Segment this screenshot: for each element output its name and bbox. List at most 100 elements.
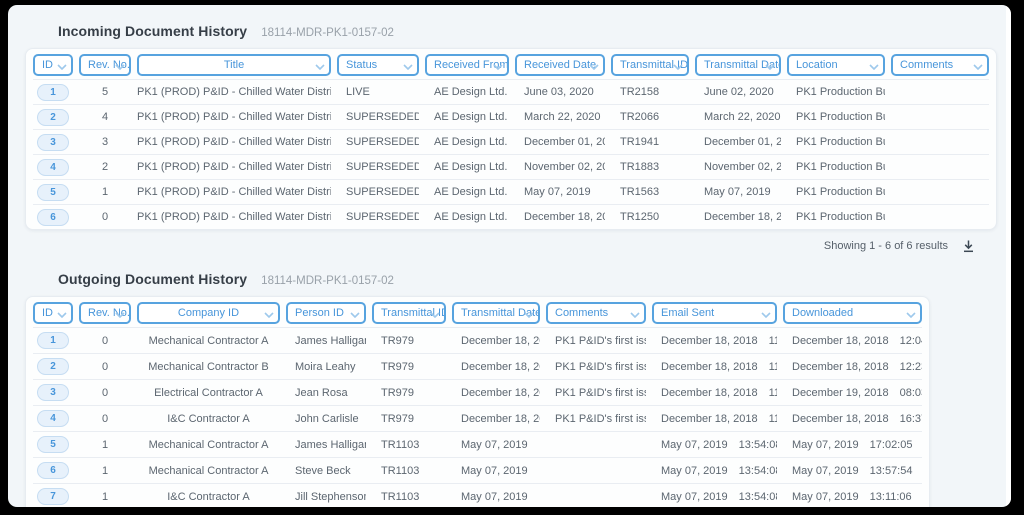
rev-cell: 4	[101, 111, 109, 123]
row-id-badge[interactable]: 3	[37, 133, 69, 151]
chevron-down-icon	[430, 312, 440, 319]
table-row: 5 1 Mechanical Contractor A James Hallig…	[33, 431, 922, 457]
table-row: 6 0 PK1 (PROD) P&ID - Chilled Water Dist…	[33, 204, 989, 229]
row-id-badge[interactable]: 2	[37, 358, 69, 375]
transmittal-date-cell: May 07, 2019	[704, 186, 771, 198]
download-icon[interactable]	[960, 237, 977, 255]
column-filter-downloaded[interactable]: Downloaded	[783, 302, 922, 324]
transmittal-id-cell: TR1883	[620, 161, 660, 173]
column-filter-received-from[interactable]: Received From	[425, 54, 509, 76]
status-cell: SUPERSEDED	[346, 111, 419, 123]
id-cell: 4	[33, 410, 73, 427]
rev-cell: 0	[101, 334, 109, 347]
column-filter-id[interactable]: ID	[33, 302, 73, 324]
person-id-cell: Jean Rosa	[295, 386, 348, 399]
downloaded-cell: May 07, 2019 17:02:05	[792, 438, 913, 451]
comments-cell: PK1 P&ID's first issue	[555, 334, 646, 347]
row-id-badge[interactable]: 7	[37, 488, 69, 505]
row-id-badge[interactable]: 1	[37, 83, 69, 101]
rev-cell: 5	[101, 86, 109, 98]
row-id-badge[interactable]: 4	[37, 158, 69, 176]
table-row: 4 2 PK1 (PROD) P&ID - Chilled Water Dist…	[33, 154, 989, 179]
column-filter-company-id[interactable]: Company ID	[137, 302, 280, 324]
chevron-down-icon	[589, 64, 599, 71]
column-filter-transmittal-date[interactable]: Transmittal Date	[695, 54, 781, 76]
table-row: 1 0 Mechanical Contractor A James Hallig…	[33, 327, 922, 353]
column-filter-id[interactable]: ID	[33, 54, 73, 76]
row-id-badge[interactable]: 6	[37, 208, 69, 226]
column-filter-transmittal-id[interactable]: Transmittal ID	[372, 302, 446, 324]
id-cell: 3	[33, 133, 73, 151]
row-id-badge[interactable]: 3	[37, 384, 69, 401]
row-id-badge[interactable]: 4	[37, 410, 69, 427]
column-filter-title[interactable]: Title	[137, 54, 331, 76]
column-filter-person-id[interactable]: Person ID	[286, 302, 366, 324]
row-id-badge[interactable]: 5	[37, 183, 69, 201]
title-cell: PK1 (PROD) P&ID - Chilled Water Distribu…	[137, 111, 331, 123]
incoming-rows: 1 5 PK1 (PROD) P&ID - Chilled Water Dist…	[33, 79, 989, 229]
row-id-badge[interactable]: 6	[37, 462, 69, 479]
transmittal-date-cell: December 18, 2018	[704, 211, 781, 223]
downloaded-cell: May 07, 2019 13:57:54	[792, 464, 913, 477]
chevron-down-icon	[761, 312, 771, 319]
column-filter-status[interactable]: Status	[337, 54, 419, 76]
column-filter-rev-no[interactable]: Rev. No.	[79, 302, 131, 324]
transmittal-id-cell: TR979	[381, 360, 415, 373]
transmittal-date-cell: March 22, 2020	[704, 111, 781, 123]
scrollbar-track[interactable]	[1006, 5, 1011, 507]
chevron-down-icon	[765, 64, 775, 71]
column-filter-email-sent[interactable]: Email Sent	[652, 302, 777, 324]
person-id-cell: James Halligan	[295, 438, 366, 451]
person-id-cell: John Carlisle	[295, 412, 359, 425]
table-row: 2 0 Mechanical Contractor B Moira Leahy …	[33, 353, 922, 379]
table-row: 1 5 PK1 (PROD) P&ID - Chilled Water Dist…	[33, 79, 989, 104]
column-filter-comments[interactable]: Comments	[546, 302, 646, 324]
page-title-incoming: Incoming Document History	[58, 23, 248, 39]
person-id-cell: James Halligan	[295, 334, 366, 347]
chevron-down-icon	[115, 312, 125, 319]
transmittal-id-cell: TR1103	[381, 490, 420, 503]
table-row: 3 0 Electrical Contractor A Jean Rosa TR…	[33, 379, 922, 405]
location-cell: PK1 Production Building	[796, 111, 885, 123]
chevron-down-icon	[973, 64, 983, 71]
incoming-document-number: 18114-MDR-PK1-0157-02	[261, 27, 394, 39]
column-filter-rev-no[interactable]: Rev. No.	[79, 54, 131, 76]
id-cell: 2	[33, 358, 73, 375]
transmittal-date-cell: June 02, 2020	[704, 86, 774, 98]
column-filter-location[interactable]: Location	[787, 54, 885, 76]
column-filter-comments[interactable]: Comments	[891, 54, 989, 76]
received-date-cell: December 18, 2018	[524, 211, 605, 223]
chevron-down-icon	[315, 64, 325, 71]
transmittal-id-cell: TR1563	[620, 186, 660, 198]
chevron-down-icon	[630, 312, 640, 319]
received-from-cell: AE Design Ltd.	[434, 136, 508, 148]
location-cell: PK1 Production Building	[796, 211, 885, 223]
location-cell: PK1 Production Building	[796, 136, 885, 148]
row-id-badge[interactable]: 1	[37, 332, 69, 349]
row-id-badge[interactable]: 5	[37, 436, 69, 453]
company-id-cell: Mechanical Contractor A	[148, 334, 269, 347]
incoming-table: ID Rev. No. Title Status Received From R…	[25, 48, 997, 230]
chevron-down-icon	[57, 64, 67, 71]
incoming-header-row: ID Rev. No. Title Status Received From R…	[33, 54, 989, 79]
transmittal-date-cell: May 07, 2019	[461, 490, 528, 503]
outgoing-section: Outgoing Document History 18114-MDR-PK1-…	[8, 271, 1011, 507]
transmittal-date-cell: December 18, 2019	[461, 386, 540, 399]
column-filter-transmittal-date[interactable]: Transmittal Date	[452, 302, 540, 324]
status-cell: SUPERSEDED	[346, 186, 419, 198]
id-cell: 1	[33, 332, 73, 349]
table-row: 2 4 PK1 (PROD) P&ID - Chilled Water Dist…	[33, 104, 989, 129]
page: Incoming Document History 18114-MDR-PK1-…	[8, 5, 1011, 507]
rev-cell: 1	[101, 490, 109, 503]
outgoing-rows: 1 0 Mechanical Contractor A James Hallig…	[33, 327, 922, 507]
column-filter-received-date[interactable]: Received Date	[515, 54, 605, 76]
column-filter-transmittal-id[interactable]: Transmittal ID	[611, 54, 689, 76]
company-id-cell: I&C Contractor A	[167, 490, 250, 503]
row-id-badge[interactable]: 2	[37, 108, 69, 126]
status-cell: SUPERSEDED	[346, 211, 419, 223]
location-cell: PK1 Production Building	[796, 161, 885, 173]
received-from-cell: AE Design Ltd.	[434, 211, 508, 223]
chevron-down-icon	[115, 64, 125, 71]
